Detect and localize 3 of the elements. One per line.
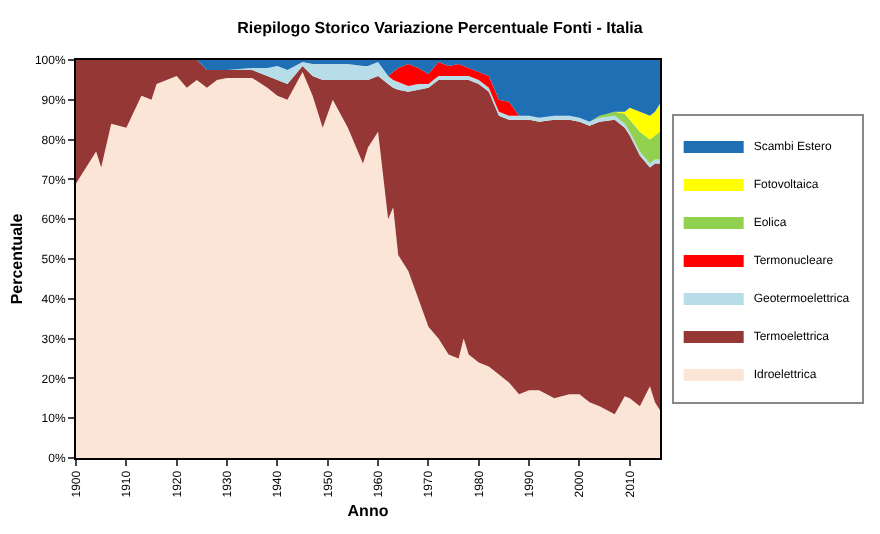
y-axis-title: Percentuale (8, 212, 27, 305)
x-axis-title: Anno (347, 501, 389, 520)
chart-title: Riepilogo Storico Variazione Percentuale Fonti - Italia (237, 18, 644, 37)
